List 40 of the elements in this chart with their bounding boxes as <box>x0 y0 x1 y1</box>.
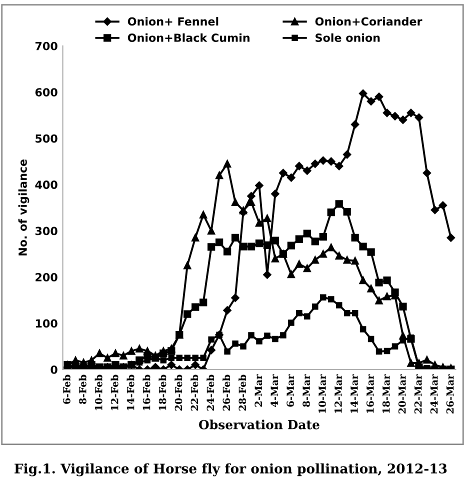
x-axis-title: Observation Date <box>198 420 320 430</box>
y-tick-label: 500 <box>36 134 58 143</box>
x-tick-label: 22-Mar <box>414 374 422 414</box>
y-axis-title: No. of vigilance <box>18 159 30 256</box>
x-tick-label: 26-Mar <box>446 374 454 414</box>
x-tick-label: 28-Feb <box>238 374 246 411</box>
y-tick-label: 200 <box>36 273 58 282</box>
x-tick-label: 18-Mar <box>382 374 390 413</box>
y-tick-label: 600 <box>35 88 58 96</box>
y-tick-label: 700 <box>35 42 58 50</box>
x-tick-label: 6-Feb <box>62 374 70 404</box>
x-tick-label: 18-Feb <box>158 374 166 410</box>
y-tick-label: 400 <box>35 180 58 189</box>
x-tick-label: 26-Feb <box>222 374 230 411</box>
x-tick-label: 8-Mar <box>302 374 310 407</box>
legend-label: Onion+Coriander <box>315 17 422 26</box>
x-tick-label: 14-Mar <box>350 374 358 413</box>
legend-label: Sole onion <box>316 33 380 42</box>
x-tick-label: 12-Feb <box>110 374 118 410</box>
x-tick-label: 12-Mar <box>334 374 342 413</box>
caption: Fig.1. Vigilance of Horse fly for onion pollination, 2012-13 <box>14 463 447 476</box>
x-tick-label: 24-Feb <box>206 374 214 411</box>
x-tick-label: 4-Mar <box>270 374 278 407</box>
x-tick-label: 6-Mar <box>286 374 294 407</box>
y-tick-label: 300 <box>35 226 58 236</box>
y-tick-label: 100 <box>36 319 58 328</box>
legend-label: Onion+Black Cumin <box>128 33 250 42</box>
x-tick-label: 22-Feb <box>190 374 198 411</box>
legend-label: Onion+ Fennel <box>128 17 218 26</box>
x-tick-label: 2-Mar <box>254 374 262 407</box>
x-tick-label: 24-Mar <box>430 374 438 414</box>
y-tick-label: 0 <box>50 365 58 374</box>
x-tick-label: 16-Feb <box>142 374 150 410</box>
x-tick-label: 8-Feb <box>78 374 86 404</box>
x-tick-label: 10-Feb <box>94 374 102 410</box>
x-tick-label: 20-Mar <box>398 374 406 414</box>
x-tick-label: 14-Feb <box>126 374 134 410</box>
x-tick-label: 20-Feb <box>174 374 182 411</box>
x-tick-label: 16-Mar <box>366 374 374 413</box>
x-tick-label: 10-Mar <box>318 374 326 413</box>
